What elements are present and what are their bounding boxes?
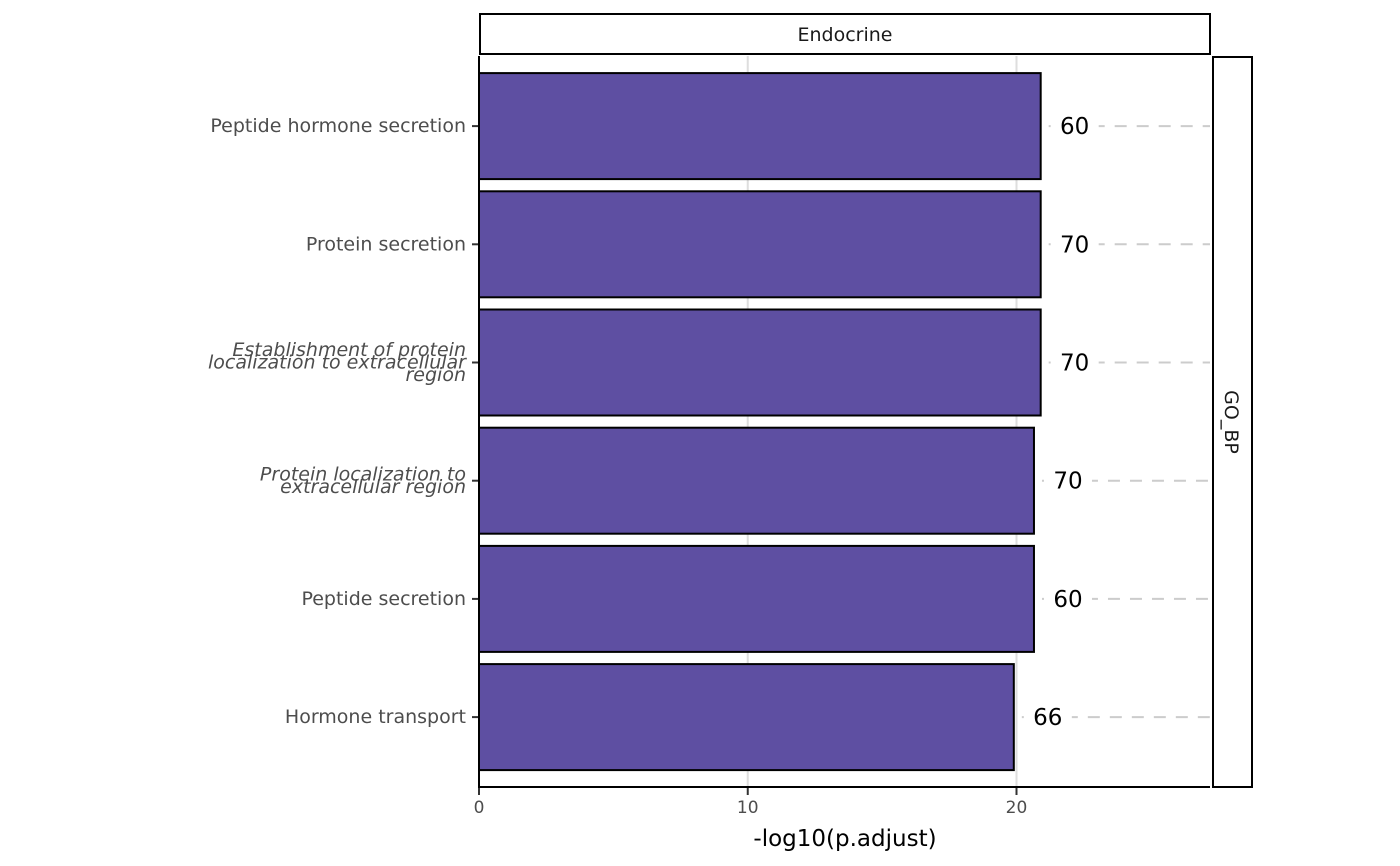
- count-label-background: [1050, 112, 1099, 141]
- facet-strip-top: [479, 13, 1211, 55]
- count-label: 70: [1053, 469, 1082, 495]
- y-axis: Peptide hormone secretion Protein secreti…: [208, 115, 479, 728]
- y-category-label: localization to extracellular: [208, 352, 467, 374]
- bar: [478, 308, 1042, 417]
- y-category-label: Peptide hormone secretion: [210, 115, 466, 137]
- count-labels: 60 70 70 70 60 66: [1023, 112, 1099, 732]
- x-tick-label: 20: [1006, 798, 1028, 818]
- y-category-label: Protein localization to: [260, 463, 466, 485]
- y-category-label: Establishment of protein: [232, 339, 466, 361]
- bar: [478, 544, 1035, 653]
- bar: [478, 663, 1015, 772]
- facet-strip-right: [1212, 56, 1253, 788]
- x-tick-label: 0: [474, 798, 485, 818]
- count-label: 60: [1060, 114, 1089, 140]
- y-category-label: region: [405, 364, 466, 386]
- count-label-background: [1050, 230, 1099, 259]
- y-category-label: extracellular region: [280, 476, 466, 498]
- facet-strip-right-label: GO_BP: [1220, 390, 1242, 454]
- x-axis-title: -log10(p.adjust): [753, 826, 936, 852]
- facet-strip-top-label: Endocrine: [798, 24, 893, 46]
- count-label-background: [1023, 703, 1072, 732]
- bar: [478, 426, 1035, 535]
- x-tick-label: 10: [737, 798, 759, 818]
- count-label-background: [1043, 466, 1092, 495]
- bar: [478, 190, 1042, 299]
- x-axis: 0 10 20: [474, 788, 1028, 818]
- bar: [478, 72, 1042, 181]
- count-label-background: [1043, 584, 1092, 613]
- count-label-background: [1050, 348, 1099, 377]
- count-label: 70: [1060, 351, 1089, 377]
- y-category-label: Protein secretion: [306, 233, 466, 255]
- count-label: 66: [1033, 705, 1062, 731]
- y-category-label: Hormone transport: [285, 706, 466, 728]
- y-category-label: Peptide secretion: [301, 588, 466, 610]
- count-label: 60: [1053, 587, 1082, 613]
- bars: [478, 72, 1042, 772]
- count-label: 70: [1060, 232, 1089, 258]
